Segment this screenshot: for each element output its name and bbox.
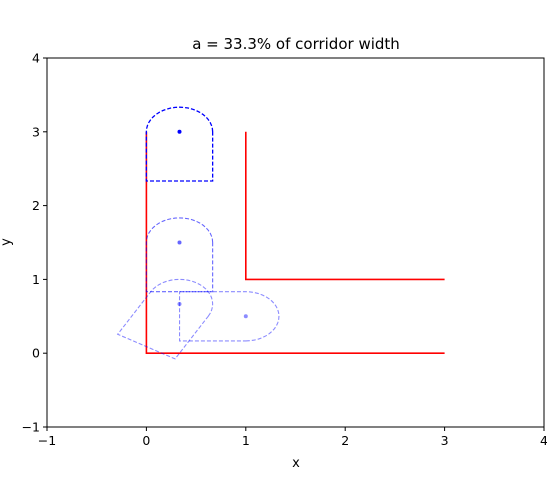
y-tick-label: 1 bbox=[32, 272, 40, 287]
y-tick-label: −1 bbox=[22, 420, 40, 435]
plot-marks bbox=[116, 106, 445, 360]
x-tick-label: 2 bbox=[341, 433, 349, 448]
pose-outline-3 bbox=[179, 291, 280, 342]
pose-outline-1 bbox=[145, 217, 214, 293]
y-tick-label: 3 bbox=[32, 124, 40, 139]
x-tick-label: 0 bbox=[142, 433, 150, 448]
axis-ticks: −1 0 1 2 3 4 −1 0 1 2 3 4 bbox=[22, 51, 547, 449]
y-tick-label: 4 bbox=[32, 51, 40, 66]
x-tick-label: 1 bbox=[242, 433, 250, 448]
pose-center-1 bbox=[177, 240, 182, 245]
chart-title: a = 33.3% of corridor width bbox=[192, 35, 400, 53]
outer-wall bbox=[145, 131, 445, 355]
x-tick-label: 4 bbox=[540, 433, 547, 448]
pose-outline-0 bbox=[145, 106, 214, 182]
pose-center-2 bbox=[177, 301, 182, 306]
y-tick-label: 2 bbox=[32, 198, 40, 213]
x-tick-label: −1 bbox=[38, 433, 56, 448]
x-tick-label: 3 bbox=[441, 433, 449, 448]
y-axis-label: y bbox=[0, 238, 14, 246]
y-tick-label: 0 bbox=[32, 346, 40, 361]
inner-wall bbox=[245, 131, 445, 281]
x-axis-label: x bbox=[292, 456, 300, 471]
pose-center-0 bbox=[177, 129, 182, 134]
plot-frame bbox=[46, 57, 545, 428]
pose-center-3 bbox=[243, 314, 248, 319]
pose-outline-2 bbox=[116, 278, 214, 360]
